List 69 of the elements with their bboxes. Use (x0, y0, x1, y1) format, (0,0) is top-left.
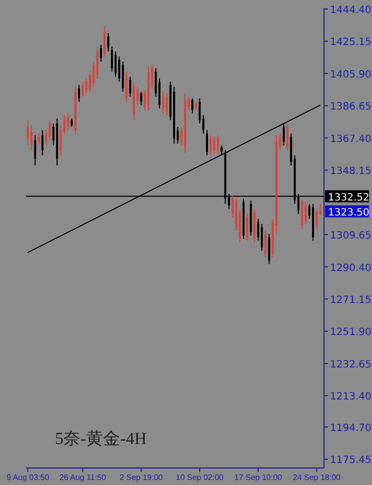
candlestick (268, 233, 270, 265)
candlestick (246, 213, 248, 242)
candlestick (30, 124, 32, 151)
y-tick-label: 1271.15 (330, 295, 372, 306)
candlestick (210, 134, 212, 156)
candlestick (96, 46, 98, 79)
ref-line-label: 1332.52 (328, 192, 370, 204)
candlestick (260, 223, 263, 252)
candlestick (41, 130, 44, 156)
candlestick (122, 61, 124, 92)
candlestick (114, 51, 117, 78)
candlestick (118, 56, 120, 82)
candlestick (220, 144, 223, 156)
y-tick-label: 1309.65 (330, 230, 372, 242)
candlestick (45, 130, 48, 146)
candlestick (286, 123, 288, 151)
candlestick (140, 91, 142, 106)
candlestick (100, 44, 102, 62)
candlestick (162, 91, 164, 114)
y-tick-label: 1444.40 (330, 5, 372, 16)
x-tick-label: 17 Sep 10:00 (234, 473, 283, 482)
y-tick-label: 1232.65 (330, 359, 372, 370)
candlestick (216, 134, 219, 154)
y-tick-label: 1213.40 (330, 392, 372, 403)
candlestick (282, 123, 285, 146)
x-tick-label: 2 Sep 19:00 (120, 473, 164, 482)
candlestick (264, 230, 266, 258)
candlestick (85, 78, 88, 94)
candlestick (301, 198, 304, 230)
candlestick (82, 81, 84, 98)
x-tick-label: 26 Aug 11:50 (59, 473, 107, 482)
candlestick (107, 32, 110, 52)
candlestick (206, 130, 208, 156)
candlestick (198, 98, 201, 124)
candlestick (257, 218, 260, 242)
candlestick (110, 46, 113, 72)
y-tick-label: 1251.90 (330, 327, 372, 338)
y-tick-label: 1425.15 (330, 37, 372, 48)
candlestick (166, 92, 168, 116)
candlestick (319, 203, 322, 216)
text: 1323.50 (328, 207, 370, 218)
candlestick (26, 120, 29, 146)
y-tick-label: 1194.70 (330, 422, 372, 434)
candlestick (48, 120, 51, 141)
candlestick (34, 134, 36, 166)
candlestick (126, 71, 128, 102)
y-tick-label: 1405.90 (330, 69, 372, 80)
candlestick (304, 202, 307, 224)
candlestick (104, 26, 106, 58)
candlestick (316, 208, 318, 230)
y-tick-label: 1348.15 (330, 166, 372, 178)
candlestick (202, 114, 204, 134)
candlestick (78, 84, 80, 102)
y-tick-label: 1386.65 (330, 102, 372, 113)
candlestick (129, 76, 132, 98)
candlestick (38, 133, 40, 144)
candlestick (191, 98, 194, 114)
candlestick (213, 136, 216, 154)
y-tick-label: 1175.45 (330, 455, 372, 466)
x-tick-label: 9 Aug 03:50 (6, 473, 50, 482)
x-tick-label: 24 Sep 18:00 (292, 473, 342, 482)
candlestick (63, 114, 66, 136)
candlestick (67, 112, 70, 131)
y-tick-label: 1290.40 (330, 262, 372, 274)
x-tick-label: 10 Sep 02:00 (176, 473, 224, 482)
candlestick (60, 124, 62, 156)
annotation: 5奈-黄金-4H (55, 429, 147, 448)
candlestick (92, 61, 95, 88)
y-tick-label: 1367.40 (330, 134, 372, 145)
